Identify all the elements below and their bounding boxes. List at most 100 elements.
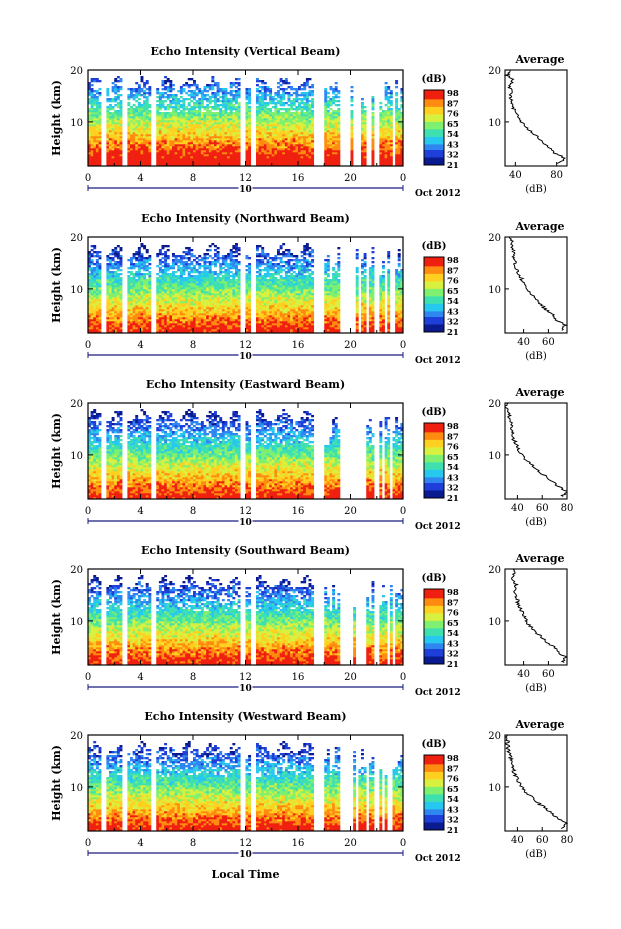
heatmap-cell [187, 158, 191, 161]
heatmap-cell [172, 124, 175, 127]
heatmap-cell [287, 154, 291, 157]
heatmap-cell [106, 301, 110, 304]
heatmap-cell [109, 279, 112, 282]
heatmap-cell [187, 315, 191, 318]
heatmap-cell [182, 281, 186, 284]
heatmap-cell [224, 124, 228, 127]
heatmap-cell [148, 124, 152, 127]
heatmap-cell [190, 303, 194, 306]
heatmap-cell [130, 96, 133, 99]
heatmap-cell [148, 255, 152, 258]
heatmap-cell [111, 315, 115, 318]
heatmap-cell [269, 96, 273, 99]
heatmap-cell [109, 293, 112, 296]
heatmap-cell [279, 122, 283, 125]
heatmap-cell [111, 303, 115, 306]
heatmap-cell [216, 88, 220, 91]
heatmap-cell [350, 98, 354, 101]
heatmap-cell [287, 140, 291, 143]
heatmap-cell [127, 305, 131, 308]
heatmap-cell [88, 257, 91, 260]
heatmap-cell [148, 112, 152, 115]
heatmap-cell [198, 100, 202, 103]
heatmap-cell [169, 289, 173, 292]
heatmap-cell [198, 279, 202, 282]
heatmap-cell [109, 297, 112, 300]
heatmap-cell [145, 259, 149, 262]
heatmap-cell [298, 98, 301, 101]
heatmap-cell [263, 106, 267, 109]
heatmap-cell [203, 281, 207, 284]
heatmap-cell [271, 116, 275, 119]
heatmap-cell [137, 331, 141, 334]
heatmap-cell [130, 271, 133, 274]
heatmap-cell [135, 279, 139, 282]
heatmap-cell [287, 144, 291, 147]
heatmap-cell [127, 319, 131, 322]
heatmap-cell [311, 120, 315, 123]
heatmap-cell [114, 313, 118, 316]
heatmap-cell [90, 271, 94, 274]
heatmap-cell [287, 82, 291, 85]
heatmap-cell [169, 90, 173, 93]
heatmap-cell [263, 130, 267, 133]
heatmap-cell [132, 98, 136, 101]
heatmap-cell [326, 144, 330, 147]
heatmap-cell [324, 104, 328, 107]
heatmap-cell [145, 297, 149, 300]
heatmap-cell [164, 100, 168, 103]
heatmap-cell [208, 122, 212, 125]
heatmap-cell [166, 309, 170, 312]
heatmap-cell [219, 152, 223, 155]
heatmap-cell [400, 138, 404, 141]
heatmap-cell [90, 108, 94, 111]
heatmap-cell [158, 158, 162, 161]
heatmap-cell [182, 104, 186, 107]
heatmap-cell [166, 287, 170, 290]
heatmap-cell [161, 120, 165, 123]
heatmap-cell [98, 319, 102, 322]
heatmap-cell [203, 277, 207, 280]
heatmap-cell [334, 132, 338, 135]
heatmap-cell [161, 106, 165, 109]
heatmap-cell [332, 156, 336, 159]
heatmap-cell [132, 134, 136, 137]
heatmap-cell [109, 160, 112, 163]
heatmap-cell [334, 138, 338, 141]
heatmap-cell [361, 108, 364, 111]
heatmap-cell [174, 299, 178, 302]
heatmap-cell [93, 295, 97, 298]
heatmap-cell [116, 160, 120, 163]
heatmap-cell [135, 144, 139, 147]
heatmap-cell [190, 120, 194, 123]
heatmap-cell [164, 279, 168, 282]
heatmap-cell [106, 146, 110, 149]
heatmap-cell [130, 112, 133, 115]
heatmap-cell [261, 142, 265, 145]
heatmap-cell [261, 158, 265, 161]
heatmap-cell [177, 98, 181, 101]
heatmap-cell [137, 162, 141, 165]
heatmap-cell [326, 156, 330, 159]
heatmap-cell [258, 80, 262, 83]
heatmap-cell [140, 253, 144, 256]
heatmap-cell [329, 134, 333, 137]
heatmap-cell [305, 116, 309, 119]
heatmap-cell [211, 96, 215, 99]
heatmap-cell [98, 273, 102, 276]
heatmap-cell [119, 104, 123, 107]
heatmap-cell [284, 78, 288, 81]
heatmap-cell [379, 152, 383, 155]
heatmap-cell [111, 295, 115, 298]
heatmap-cell [111, 120, 115, 123]
heatmap-cell [158, 249, 162, 252]
heatmap-cell [256, 98, 259, 101]
heatmap-cell [400, 156, 404, 159]
heatmap-cell [337, 124, 341, 127]
heatmap-cell [106, 118, 110, 121]
heatmap-cell [109, 327, 112, 330]
heatmap-cell [95, 327, 99, 330]
heatmap-cell [382, 150, 385, 153]
heatmap-cell [88, 305, 91, 308]
heatmap-cell [164, 309, 168, 312]
